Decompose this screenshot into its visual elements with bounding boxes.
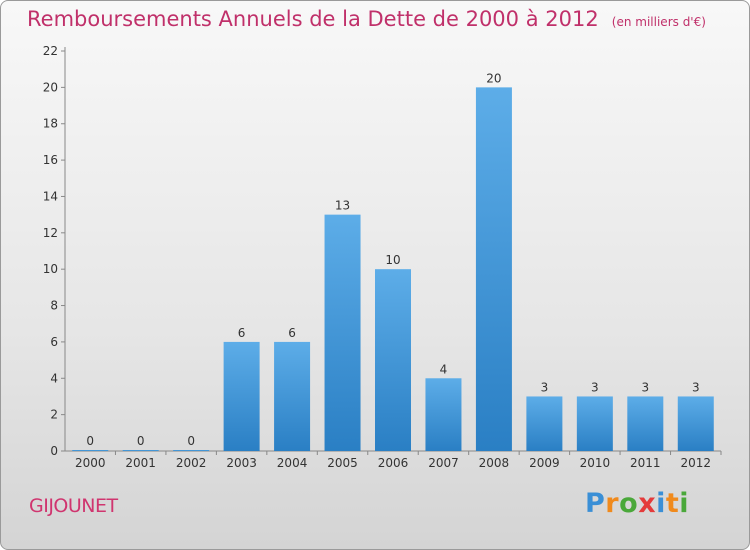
y-tick-label: 10	[43, 262, 58, 276]
data-label: 6	[238, 326, 246, 340]
data-label: 3	[692, 380, 700, 394]
logo-letter: i	[656, 488, 666, 519]
bar	[274, 341, 311, 451]
y-tick-label: 6	[50, 335, 58, 349]
x-tick-label: 2000	[75, 456, 106, 470]
y-tick-label: 2	[50, 408, 58, 422]
y-tick-label: 12	[43, 226, 58, 240]
x-tick-label: 2005	[327, 456, 358, 470]
data-label: 0	[187, 434, 195, 448]
proxiti-logo: Proxiti	[585, 488, 689, 519]
bar	[173, 450, 210, 451]
x-tick-label: 2004	[277, 456, 308, 470]
logo-letter: i	[679, 488, 690, 519]
x-tick-label: 2010	[580, 456, 611, 470]
x-tick-label: 2012	[680, 456, 711, 470]
bar	[425, 378, 462, 451]
bar	[72, 450, 109, 451]
y-tick-label: 22	[43, 44, 58, 58]
bar	[576, 396, 613, 451]
data-label: 0	[137, 434, 145, 448]
logo-letter: o	[619, 488, 639, 519]
bar	[475, 87, 512, 451]
x-tick-label: 2001	[125, 456, 156, 470]
data-label: 20	[486, 71, 501, 85]
title-row: Remboursements Annuels de la Dette de 20…	[27, 7, 706, 31]
bar	[677, 396, 714, 451]
logo-letter: P	[585, 488, 606, 519]
y-tick-label: 0	[50, 444, 58, 458]
logo-letter: r	[605, 488, 620, 519]
y-tick-label: 20	[43, 80, 58, 94]
y-tick-label: 18	[43, 117, 58, 131]
y-tick-label: 14	[43, 189, 58, 203]
bar	[223, 341, 260, 451]
data-label: 3	[641, 380, 649, 394]
x-tick-label: 2009	[529, 456, 560, 470]
bar	[627, 396, 664, 451]
data-label: 3	[591, 380, 599, 394]
data-label: 13	[335, 199, 350, 213]
data-label: 6	[288, 326, 296, 340]
bar	[324, 214, 361, 451]
x-tick-label: 2002	[176, 456, 207, 470]
chart-title: Remboursements Annuels de la Dette de 20…	[27, 7, 599, 31]
data-label: 4	[440, 362, 448, 376]
x-tick-label: 2011	[630, 456, 661, 470]
y-tick-label: 4	[50, 371, 58, 385]
bar	[122, 450, 159, 451]
logo-letter: x	[638, 488, 657, 519]
bars	[72, 87, 714, 451]
data-labels: 0 0 0 6 6 13 10 4 20 3 3 3 3	[86, 71, 699, 448]
bar	[375, 269, 411, 451]
x-tick-label: 2007	[428, 456, 459, 470]
x-tick-label: 2003	[226, 456, 257, 470]
y-tick-label: 16	[43, 153, 58, 167]
bar	[526, 396, 563, 451]
x-tick-label: 2006	[378, 456, 409, 470]
data-label: 0	[86, 434, 94, 448]
chart-subtitle: (en milliers d'€)	[611, 15, 706, 29]
x-tick-label: 2008	[479, 456, 510, 470]
data-label: 10	[385, 253, 400, 267]
commune-name: GIJOUNET	[29, 495, 118, 517]
y-tick-label: 8	[50, 299, 58, 313]
logo-letter: t	[665, 488, 680, 519]
data-label: 3	[541, 380, 549, 394]
